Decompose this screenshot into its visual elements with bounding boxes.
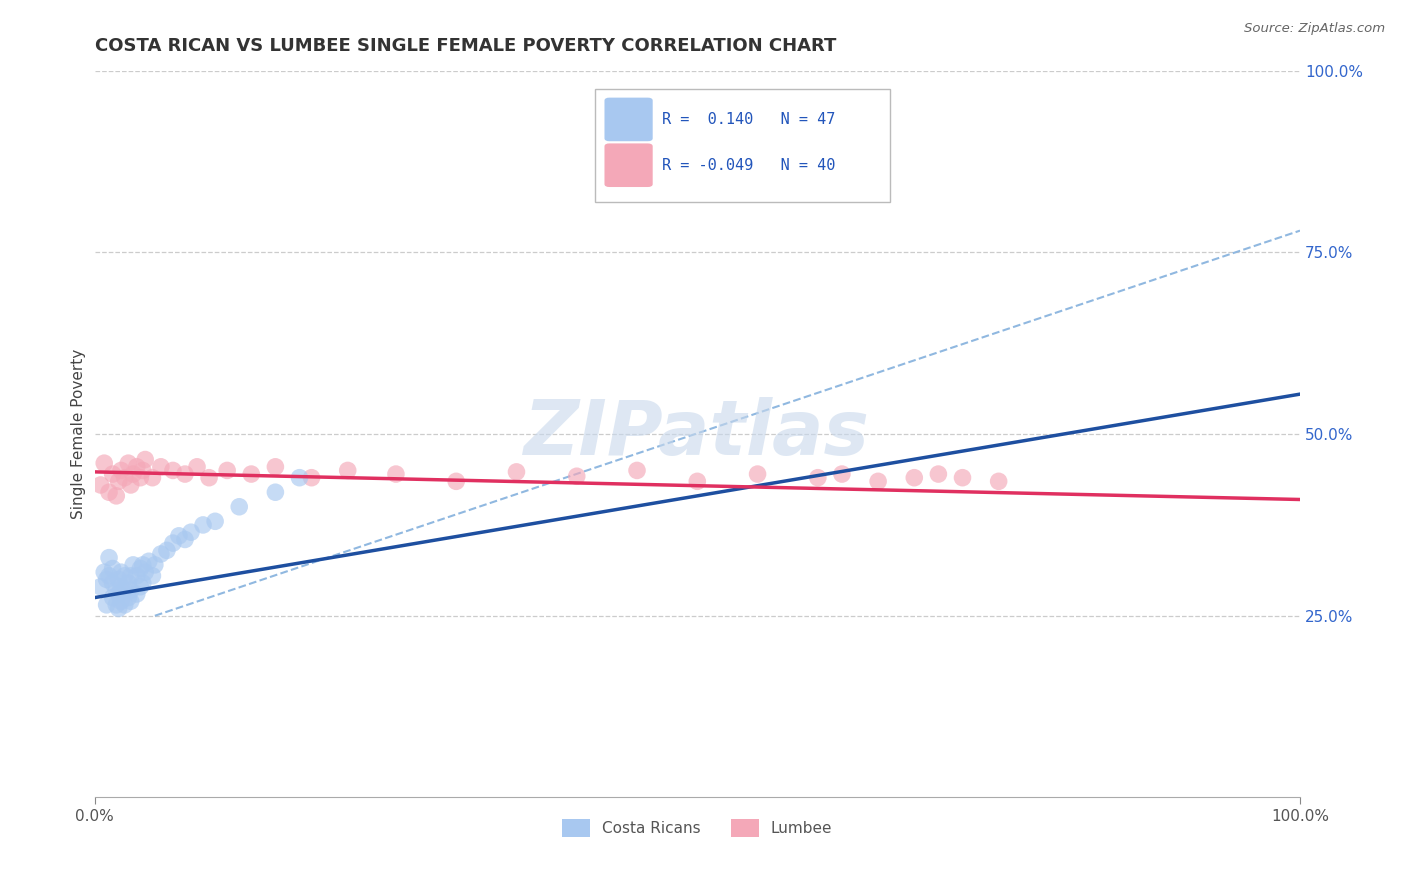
Point: [101, 576, 124, 591]
Point: [105, 489, 128, 503]
Point: [110, 565, 132, 579]
Point: [117, 591, 139, 605]
Point: [107, 573, 129, 587]
Point: [204, 514, 226, 528]
Point: [114, 598, 136, 612]
Point: [186, 459, 208, 474]
Point: [96, 573, 118, 587]
Point: [927, 467, 949, 481]
Point: [125, 459, 148, 474]
Point: [114, 583, 136, 598]
Point: [565, 469, 588, 483]
Point: [952, 471, 974, 485]
Text: R =  0.140   N = 47: R = 0.140 N = 47: [662, 112, 835, 127]
Point: [626, 463, 648, 477]
Point: [217, 463, 239, 477]
Point: [174, 533, 197, 547]
Point: [156, 543, 179, 558]
Point: [114, 471, 136, 485]
Point: [122, 558, 145, 572]
Point: [98, 550, 121, 565]
Point: [807, 471, 830, 485]
Point: [107, 587, 129, 601]
Point: [198, 471, 221, 485]
Point: [141, 471, 163, 485]
Point: [110, 580, 132, 594]
Point: [336, 463, 359, 477]
Point: [101, 591, 124, 605]
Text: R = -0.049   N = 40: R = -0.049 N = 40: [662, 158, 835, 173]
Point: [264, 485, 287, 500]
Point: [129, 471, 152, 485]
Point: [903, 471, 925, 485]
Point: [129, 561, 152, 575]
Point: [138, 554, 160, 568]
Text: Source: ZipAtlas.com: Source: ZipAtlas.com: [1244, 22, 1385, 36]
Y-axis label: Single Female Poverty: Single Female Poverty: [72, 349, 86, 519]
Point: [120, 569, 142, 583]
Point: [240, 467, 263, 481]
Legend: Costa Ricans, Lumbee: Costa Ricans, Lumbee: [554, 812, 839, 845]
FancyBboxPatch shape: [605, 97, 652, 141]
Point: [107, 475, 129, 489]
Point: [122, 467, 145, 481]
Point: [162, 463, 184, 477]
Point: [125, 569, 148, 583]
Point: [125, 587, 148, 601]
Point: [134, 452, 156, 467]
Point: [129, 580, 152, 594]
Point: [132, 576, 155, 591]
Point: [868, 475, 890, 489]
Point: [105, 598, 128, 612]
Point: [143, 558, 166, 572]
Text: COSTA RICAN VS LUMBEE SINGLE FEMALE POVERTY CORRELATION CHART: COSTA RICAN VS LUMBEE SINGLE FEMALE POVE…: [94, 37, 837, 55]
Point: [264, 459, 287, 474]
Point: [141, 569, 163, 583]
Point: [98, 485, 121, 500]
Point: [831, 467, 853, 481]
Point: [117, 576, 139, 591]
FancyBboxPatch shape: [605, 144, 652, 187]
Point: [93, 565, 115, 579]
Point: [747, 467, 769, 481]
Point: [385, 467, 408, 481]
Point: [90, 580, 112, 594]
Point: [174, 467, 197, 481]
Point: [96, 598, 118, 612]
Point: [134, 565, 156, 579]
Point: [686, 475, 709, 489]
Point: [162, 536, 184, 550]
Point: [444, 475, 467, 489]
Point: [110, 463, 132, 477]
Point: [107, 601, 129, 615]
FancyBboxPatch shape: [595, 89, 890, 202]
Point: [180, 525, 202, 540]
Point: [987, 475, 1010, 489]
Point: [228, 500, 250, 514]
Point: [98, 569, 121, 583]
Point: [114, 569, 136, 583]
Point: [120, 583, 142, 598]
Point: [167, 529, 190, 543]
Point: [301, 471, 323, 485]
Point: [120, 478, 142, 492]
Text: ZIPatlas: ZIPatlas: [524, 397, 870, 471]
Point: [101, 561, 124, 575]
Point: [132, 463, 155, 477]
Point: [93, 456, 115, 470]
Point: [90, 478, 112, 492]
Point: [120, 594, 142, 608]
Point: [117, 456, 139, 470]
Point: [191, 517, 214, 532]
Point: [105, 583, 128, 598]
Point: [132, 558, 155, 572]
Point: [149, 547, 172, 561]
Point: [505, 465, 527, 479]
Point: [288, 471, 311, 485]
Point: [101, 467, 124, 481]
Point: [110, 594, 132, 608]
Point: [149, 459, 172, 474]
